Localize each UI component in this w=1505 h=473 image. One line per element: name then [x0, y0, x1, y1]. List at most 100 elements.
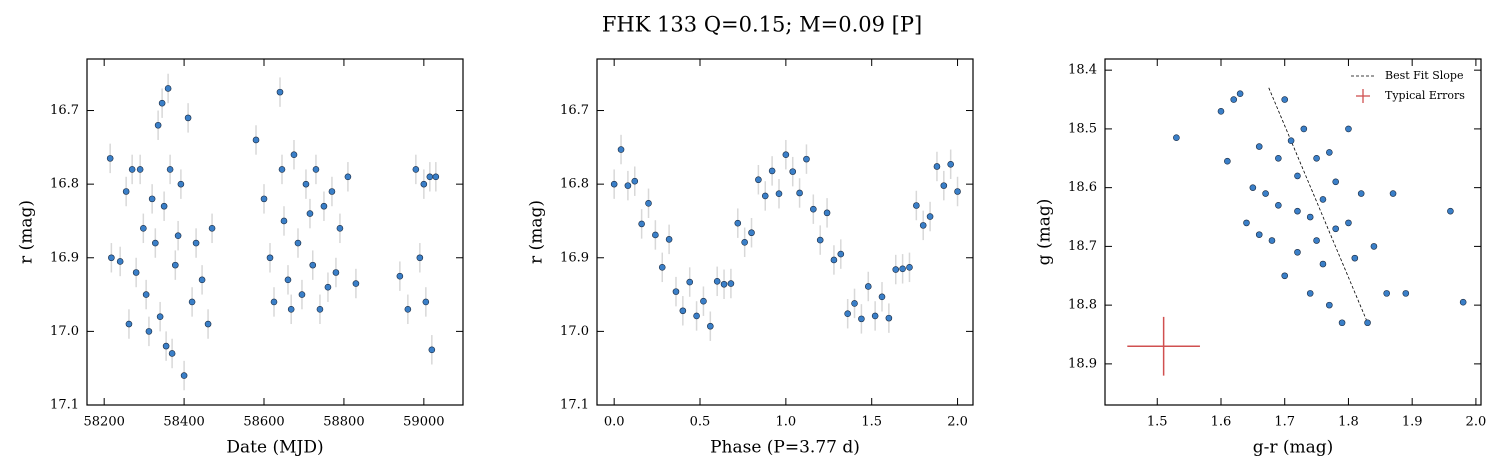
data-point	[116, 258, 124, 265]
data-point	[1281, 96, 1289, 103]
data-point	[823, 209, 831, 217]
data-point	[1319, 196, 1327, 203]
data-point	[278, 166, 286, 173]
data-point	[775, 190, 783, 198]
data-point	[280, 217, 288, 225]
data-point	[665, 236, 673, 243]
data-point	[645, 199, 652, 207]
data-point	[352, 280, 360, 287]
data-point	[624, 182, 632, 189]
x-tick-label: 58200	[84, 415, 125, 430]
data-point	[416, 254, 424, 262]
data-point	[734, 219, 742, 227]
data-point	[652, 231, 659, 239]
data-point	[284, 276, 292, 284]
data-point	[298, 291, 306, 298]
data-point	[306, 210, 314, 217]
data-point	[1383, 290, 1390, 297]
data-point	[1300, 125, 1308, 133]
data-point	[851, 300, 858, 307]
data-point	[858, 315, 865, 323]
data-point	[276, 88, 284, 96]
data-point	[1313, 237, 1320, 244]
data-point	[1173, 134, 1180, 142]
y-tick-label: 18.7	[1068, 239, 1097, 254]
y-tick-label: 16.9	[560, 250, 589, 265]
data-point	[132, 269, 140, 276]
data-point	[1306, 213, 1314, 221]
data-point	[1345, 219, 1352, 227]
data-point	[761, 192, 769, 200]
data-point	[864, 283, 872, 290]
data-point	[1370, 243, 1378, 250]
data-point	[1268, 237, 1276, 244]
data-point	[892, 266, 900, 273]
data-point	[428, 346, 436, 354]
data-point	[204, 320, 212, 328]
data-point	[140, 225, 147, 232]
data-point	[162, 342, 170, 350]
data-point	[122, 188, 130, 195]
x-axis-label: Phase (P=3.77 d)	[710, 438, 860, 458]
data-point	[899, 265, 906, 273]
data-point	[160, 202, 168, 210]
y-tick-label: 17.0	[560, 324, 589, 339]
data-point	[707, 322, 714, 330]
data-point	[404, 305, 412, 313]
data-point	[1255, 231, 1263, 238]
data-point	[290, 151, 298, 159]
data-point	[954, 188, 961, 195]
data-point	[309, 261, 317, 269]
data-point	[1275, 201, 1282, 209]
data-point	[270, 298, 278, 306]
data-point	[208, 225, 216, 232]
data-point	[837, 250, 845, 258]
data-point	[266, 254, 274, 262]
data-point	[1332, 225, 1339, 233]
data-point	[125, 320, 133, 328]
x-axis-label: Date (MJD)	[226, 438, 323, 458]
data-point	[1294, 248, 1301, 256]
data-point	[188, 298, 196, 306]
data-point	[192, 239, 200, 247]
x-tick-label: 2.0	[947, 415, 968, 430]
data-point	[174, 232, 182, 239]
data-point	[180, 372, 188, 379]
data-point	[940, 182, 948, 189]
x-tick-label: 58400	[163, 415, 204, 430]
data-point	[679, 307, 687, 315]
data-point	[1313, 154, 1320, 162]
data-point	[1345, 125, 1352, 133]
y-tick-label: 16.8	[560, 177, 589, 192]
data-point	[1332, 178, 1339, 186]
data-point	[741, 239, 748, 246]
data-point	[947, 160, 954, 168]
data-point	[1294, 207, 1301, 215]
data-point	[1447, 207, 1454, 215]
x-tick-label: 1.6	[1211, 415, 1232, 430]
data-point	[830, 256, 838, 264]
data-point	[1402, 290, 1410, 297]
x-tick-label: 2.0	[1466, 415, 1487, 430]
data-point	[1217, 107, 1225, 115]
data-point	[755, 176, 762, 184]
y-axis-label: r (mag)	[17, 200, 37, 264]
data-point	[287, 305, 295, 313]
data-point	[422, 298, 430, 306]
data-point	[1326, 301, 1333, 309]
y-tick-label: 16.8	[50, 177, 79, 192]
data-point	[672, 288, 680, 295]
x-tick-label: 58800	[323, 415, 364, 430]
data-point	[332, 269, 340, 276]
x-tick-label: 0.0	[604, 415, 625, 430]
data-point	[328, 188, 336, 195]
data-point	[617, 146, 625, 153]
data-point	[312, 166, 320, 173]
data-point	[136, 166, 144, 173]
x-tick-label: 1.7	[1274, 415, 1295, 430]
x-tick-label: 1.5	[1147, 415, 1168, 430]
data-point	[631, 177, 639, 185]
data-point	[871, 312, 879, 320]
data-point	[1294, 172, 1301, 180]
data-point	[1281, 272, 1289, 280]
